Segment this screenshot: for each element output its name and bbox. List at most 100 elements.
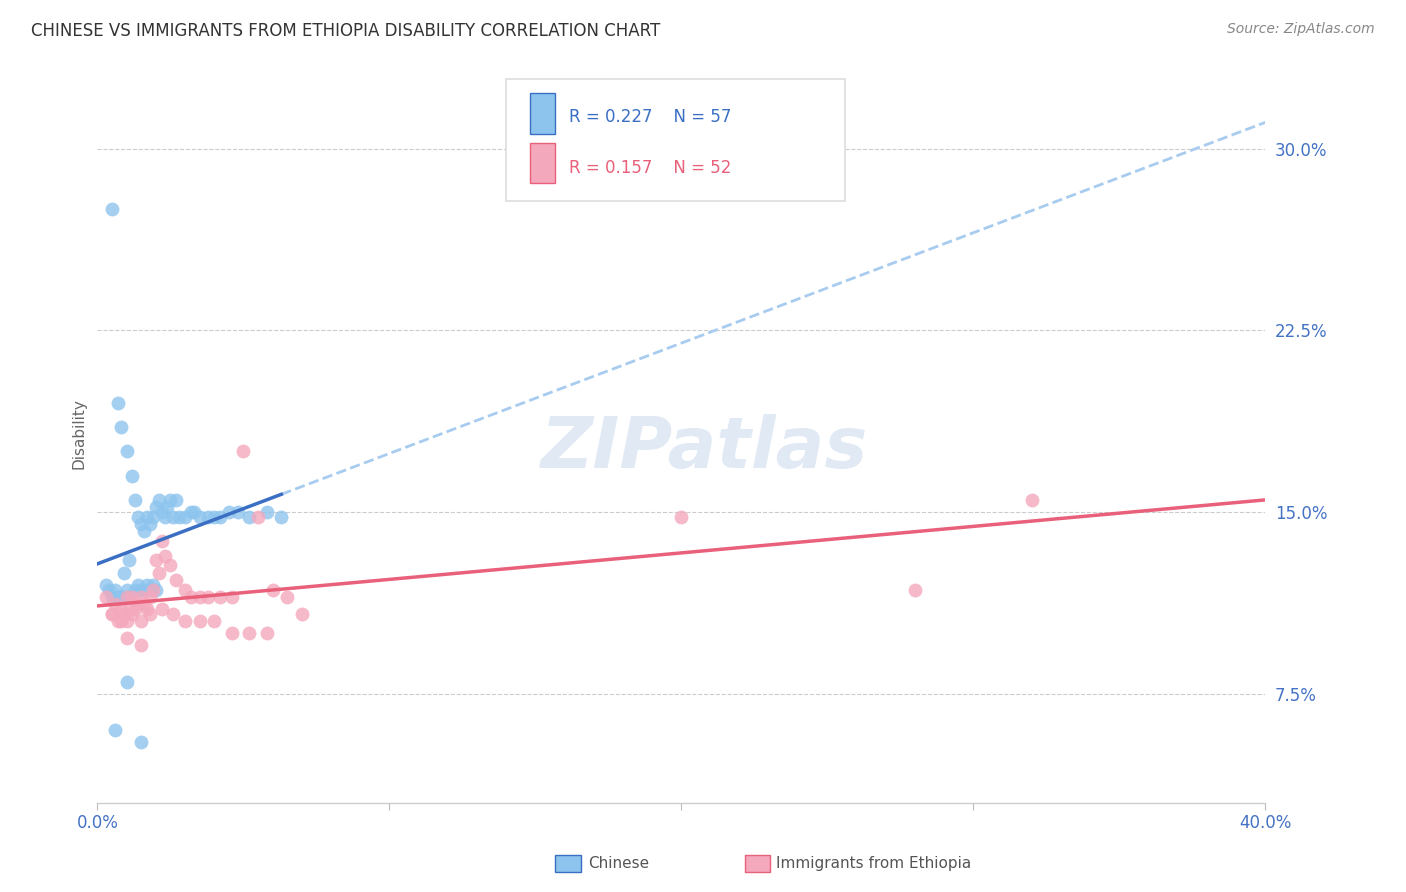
Point xyxy=(904,582,927,597)
Point xyxy=(118,602,141,616)
Point xyxy=(197,509,219,524)
Point xyxy=(94,590,117,604)
Text: R = 0.227    N = 57: R = 0.227 N = 57 xyxy=(569,108,731,126)
Point xyxy=(262,582,284,597)
Point xyxy=(145,500,167,515)
Point xyxy=(101,590,124,604)
Point xyxy=(110,602,132,616)
Point xyxy=(159,558,181,573)
Point xyxy=(104,590,127,604)
Point xyxy=(202,614,225,628)
Point xyxy=(221,626,243,640)
Point xyxy=(136,602,159,616)
Point xyxy=(94,577,117,591)
Text: ZIPatlas: ZIPatlas xyxy=(541,414,869,483)
Point xyxy=(132,524,155,539)
Point xyxy=(115,631,138,645)
Point xyxy=(98,582,121,597)
Point xyxy=(121,590,143,604)
Point xyxy=(246,509,269,524)
Point xyxy=(129,638,152,652)
Point xyxy=(127,597,149,611)
Point xyxy=(174,614,197,628)
Point xyxy=(174,582,197,597)
Point xyxy=(142,582,165,597)
Point xyxy=(136,509,159,524)
Point xyxy=(188,509,211,524)
Point xyxy=(150,602,173,616)
Point xyxy=(142,509,165,524)
Point xyxy=(188,614,211,628)
Point xyxy=(101,202,124,217)
Point xyxy=(124,602,146,616)
Point xyxy=(129,614,152,628)
Point xyxy=(104,723,127,737)
Point xyxy=(208,509,231,524)
Point xyxy=(221,590,243,604)
Point xyxy=(238,509,260,524)
Point xyxy=(238,626,260,640)
Point xyxy=(136,577,159,591)
Point xyxy=(183,505,205,519)
Point xyxy=(159,492,181,507)
Point xyxy=(197,590,219,604)
Y-axis label: Disability: Disability xyxy=(72,398,86,469)
Point xyxy=(291,607,314,621)
Point xyxy=(256,505,278,519)
Point xyxy=(270,509,292,524)
Point xyxy=(232,444,254,458)
Point xyxy=(139,607,162,621)
Point xyxy=(150,505,173,519)
Text: Source: ZipAtlas.com: Source: ZipAtlas.com xyxy=(1227,22,1375,37)
Text: Immigrants from Ethiopia: Immigrants from Ethiopia xyxy=(776,856,972,871)
Point xyxy=(121,607,143,621)
Point xyxy=(129,582,152,597)
Point xyxy=(142,577,165,591)
Point xyxy=(1021,492,1043,507)
Point xyxy=(118,590,141,604)
Point xyxy=(226,505,249,519)
Point xyxy=(129,517,152,532)
Point xyxy=(104,582,127,597)
Point xyxy=(139,517,162,532)
Point xyxy=(115,614,138,628)
Point xyxy=(156,500,179,515)
Point xyxy=(256,626,278,640)
Point xyxy=(107,614,129,628)
Point xyxy=(101,607,124,621)
Point xyxy=(202,509,225,524)
FancyBboxPatch shape xyxy=(530,143,555,183)
Point xyxy=(153,549,176,563)
Point xyxy=(132,582,155,597)
Point xyxy=(165,492,187,507)
FancyBboxPatch shape xyxy=(530,94,555,134)
Point xyxy=(153,509,176,524)
Point xyxy=(180,590,202,604)
Point xyxy=(112,590,135,604)
Point xyxy=(121,468,143,483)
Point xyxy=(218,505,240,519)
Point xyxy=(208,590,231,604)
Point xyxy=(112,566,135,580)
Point xyxy=(150,534,173,549)
Text: CHINESE VS IMMIGRANTS FROM ETHIOPIA DISABILITY CORRELATION CHART: CHINESE VS IMMIGRANTS FROM ETHIOPIA DISA… xyxy=(31,22,661,40)
Point xyxy=(167,509,190,524)
Point xyxy=(101,607,124,621)
Point xyxy=(127,577,149,591)
Point xyxy=(162,607,184,621)
Point xyxy=(162,509,184,524)
Point xyxy=(148,492,170,507)
Point xyxy=(188,590,211,604)
Point xyxy=(145,582,167,597)
Point xyxy=(174,509,197,524)
Point xyxy=(115,582,138,597)
Point xyxy=(115,674,138,689)
Point xyxy=(139,582,162,597)
Point xyxy=(148,566,170,580)
Point xyxy=(124,492,146,507)
Point xyxy=(115,444,138,458)
Point xyxy=(276,590,298,604)
Point xyxy=(129,735,152,749)
Point xyxy=(110,590,132,604)
FancyBboxPatch shape xyxy=(506,78,845,201)
